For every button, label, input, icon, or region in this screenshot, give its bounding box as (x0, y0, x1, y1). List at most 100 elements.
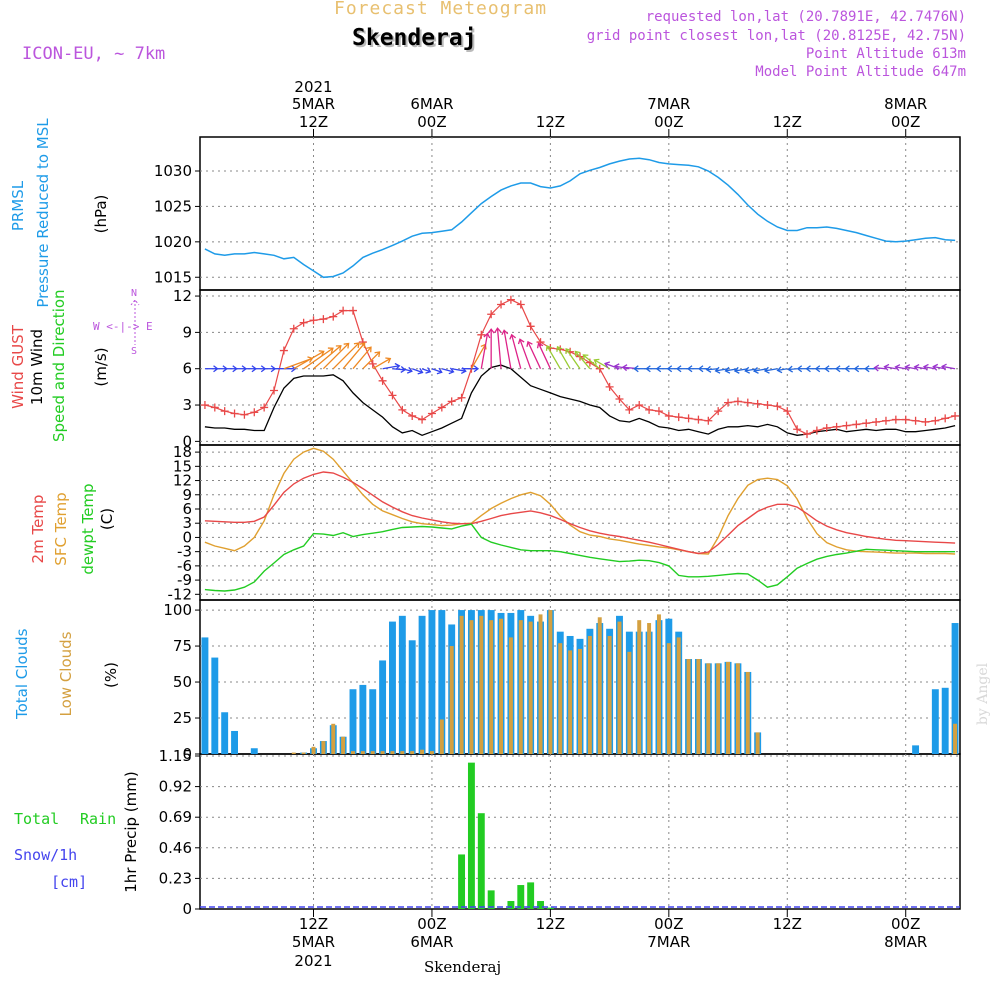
low-cloud-bar (696, 659, 701, 754)
y-tick-label: 0 (182, 900, 192, 918)
wind-arrow-head (655, 365, 662, 373)
wind-arrow-head (666, 365, 673, 373)
panel-frame-2 (199, 444, 961, 601)
rain-bar (467, 762, 475, 909)
top-time-label: 2021 (294, 78, 332, 96)
precip-snow-label: Snow/1h (14, 846, 78, 864)
y-tick-label: 0.23 (159, 869, 192, 887)
low-cloud-bar (380, 751, 385, 754)
wind-direction-arrow (715, 368, 729, 372)
y-tick-label: -9 (177, 571, 192, 589)
wind-arrow-head (473, 365, 480, 373)
total-cloud-bar (221, 712, 229, 754)
wind-direction-arrow (352, 346, 372, 370)
compass-arrow (130, 299, 140, 345)
sfc-temp-line (204, 447, 956, 555)
low-cloud-bar (410, 751, 415, 754)
wind-arrow-head (864, 365, 870, 373)
gust-marker (230, 409, 239, 418)
gust-marker (309, 316, 318, 325)
gust-marker (635, 401, 644, 410)
low-cloud-bar (666, 643, 671, 754)
wind-arrow-head (593, 358, 600, 365)
wind-arrow-head (796, 365, 803, 373)
wind-direction-arrow (895, 366, 906, 370)
gust-marker (497, 300, 506, 309)
total-cloud-bar (912, 745, 920, 754)
wind-direction-arrow (565, 348, 581, 370)
wind-arrow-head (582, 354, 589, 360)
wind-direction-arrow (706, 368, 719, 371)
wind-direction-arrow (511, 334, 522, 369)
low-cloud-bar (607, 635, 612, 754)
gust-marker (783, 407, 792, 416)
total-cloud-bar (398, 615, 406, 754)
wind-direction-arrow (441, 368, 454, 373)
wind-arrow-head (327, 347, 334, 354)
model-altitude: Model Point Altitude 647m (755, 64, 966, 80)
top-time-label: 7MAR (647, 95, 690, 113)
low-cloud-bar (656, 614, 661, 754)
y-tick-label: 1015 (154, 268, 192, 286)
wind-arrow-head (517, 338, 525, 345)
total-cloud-bar (428, 610, 436, 754)
gust-marker (487, 310, 496, 319)
gust-marker (901, 415, 910, 424)
wind-arrow-head (824, 365, 830, 373)
total-cloud-bar (408, 640, 416, 754)
top-time-label: 12Z (773, 113, 802, 131)
gust-marker (220, 407, 229, 416)
y-tick-label: 3 (182, 514, 192, 532)
low-cloud-bar (360, 751, 365, 754)
bottom-time-label: 8MAR (884, 933, 927, 951)
dewpt-line (204, 523, 956, 592)
gust-marker (714, 407, 723, 416)
compass-we: W <-|-> E (93, 320, 153, 333)
wind-arrow-head (425, 367, 432, 374)
wind-arrow-head (904, 364, 911, 371)
gust-marker (724, 398, 733, 407)
top-time-label: 12Z (299, 113, 328, 131)
wind-direction-arrow (582, 354, 601, 370)
top-time-label: 00Z (891, 113, 920, 131)
total-cloud-bar (369, 689, 377, 754)
wind-arrow-head (705, 365, 712, 373)
gust-marker (674, 413, 683, 422)
low-cloud-bar (538, 614, 543, 754)
low-cloud-bar (311, 746, 316, 754)
gust-marker (793, 425, 802, 434)
wind-arrow-head (814, 365, 821, 373)
wind-arrow-head (941, 363, 947, 371)
low-cloud-bar (518, 620, 523, 754)
low-cloud-bar (449, 646, 454, 754)
gust-marker (378, 376, 387, 385)
gust-marker (941, 414, 950, 423)
low-cloud-bar (499, 618, 504, 754)
rain-bar (458, 854, 466, 909)
wind-direction-arrow (537, 343, 551, 369)
compass-s: S (131, 346, 138, 357)
top-time-label: 6MAR (410, 95, 453, 113)
bottom-time-label: 12Z (773, 915, 802, 933)
y-tick-label: 12 (173, 472, 192, 490)
y-tick-label: 1.15 (159, 747, 192, 765)
wind-arrow-head (556, 345, 563, 352)
gust-marker (803, 430, 812, 439)
low-cloud-bar (706, 663, 711, 754)
low-cloud-bar (508, 637, 513, 754)
gust-marker (625, 405, 634, 414)
gust-marker (368, 359, 377, 368)
wind-arrow-head (436, 367, 443, 375)
y-tick-label: 9 (182, 486, 192, 504)
wind-arrow-head (894, 364, 901, 371)
wind-direction-arrow (884, 366, 896, 370)
top-time-label: 00Z (654, 113, 683, 131)
wind-arrow-head (487, 328, 495, 334)
gust-marker (842, 421, 851, 430)
gust-marker (398, 405, 407, 414)
rain-bar (537, 901, 544, 909)
y-tick-label: 0.69 (159, 808, 192, 826)
gust-marker (605, 382, 614, 391)
wind-direction-arrow (496, 328, 502, 369)
wind-direction-arrow (411, 368, 423, 374)
